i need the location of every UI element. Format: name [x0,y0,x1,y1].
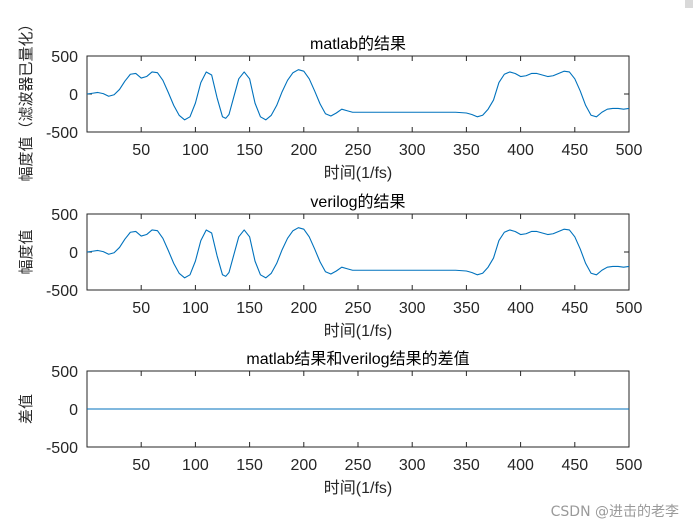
x-tick-label: 400 [507,300,534,317]
x-tick-label: 450 [561,300,588,317]
x-tick-label: 250 [345,300,372,317]
x-tick-label: 50 [132,142,150,159]
x-tick-label: 500 [616,457,643,474]
axes-1: 50 100 150 200 250 300 350 400 450 500 500 0 -500 mat… [17,16,642,182]
x-tick-label: 400 [507,142,534,159]
y-axis-label: 幅度值 [17,229,35,274]
window-corner [685,0,693,8]
y-axis-label: 差值 [17,394,35,424]
x-tick-label: 200 [290,457,317,474]
x-tick-label: 250 [345,142,372,159]
axes-frame [86,55,630,133]
x-tick-label: 300 [399,300,426,317]
x-tick-label: 300 [399,142,426,159]
x-tick-label: 450 [561,142,588,159]
axes-3: 50 100 150 200 250 300 350 400 450 500 500 0 -500 mat… [17,350,642,497]
axes-title: matlab的结果 [310,35,406,53]
x-tick-label: 500 [616,142,643,159]
axes-title: verilog的结果 [310,193,405,211]
y-tick-label: 500 [51,364,78,381]
x-axis-label: 时间(1/fs) [324,479,392,497]
watermark: CSDN @进击的老李 [550,504,679,520]
x-axis-label: 时间(1/fs) [324,322,392,340]
x-tick-label: 50 [132,300,150,317]
y-tick-label: 0 [69,245,78,262]
y-tick-label: 500 [51,49,78,66]
x-tick-label: 100 [182,457,209,474]
x-tick-label: 150 [236,300,263,317]
y-tick-label: -500 [46,283,78,300]
x-tick-label: 250 [345,457,372,474]
x-tick-label: 100 [182,300,209,317]
y-tick-label: 0 [69,87,78,104]
x-tick-label: 400 [507,457,534,474]
x-tick-label: 350 [453,300,480,317]
x-tick-label: 500 [616,300,643,317]
x-tick-label: 50 [132,457,150,474]
y-tick-label: -500 [46,440,78,457]
y-axis-label: 幅度值（滤波器已量化） [17,16,35,181]
x-tick-label: 150 [236,142,263,159]
x-axis-label: 时间(1/fs) [324,164,392,182]
axes-frame [86,213,630,291]
x-tick-label: 450 [561,457,588,474]
x-tick-label: 150 [236,457,263,474]
y-tick-label: 500 [51,207,78,224]
x-tick-label: 200 [290,300,317,317]
y-tick-label: 0 [69,402,78,419]
series-line [87,227,629,279]
x-tick-label: 300 [399,457,426,474]
x-tick-label: 350 [453,142,480,159]
series-line [87,69,629,121]
axes-2: 50 100 150 200 250 300 350 400 450 500 500 0 -500 ver… [17,193,642,340]
x-tick-label: 350 [453,457,480,474]
x-tick-label: 200 [290,142,317,159]
y-tick-label: -500 [46,125,78,142]
axes-title: matlab结果和verilog结果的差值 [246,350,469,368]
x-tick-label: 100 [182,142,209,159]
